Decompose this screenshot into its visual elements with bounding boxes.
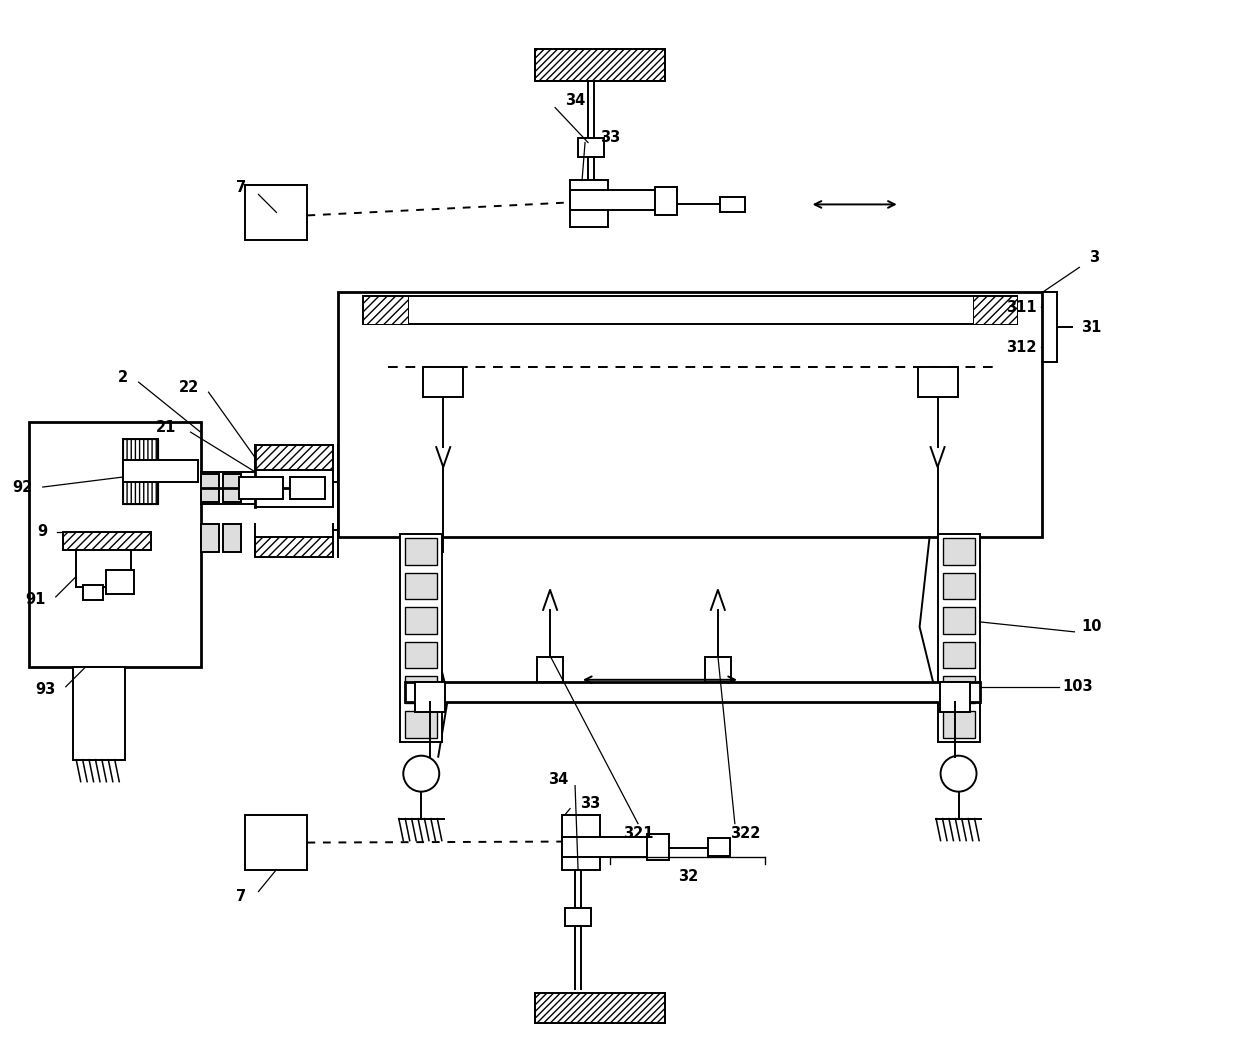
Bar — [201, 524, 218, 552]
Bar — [536, 993, 665, 1023]
Bar — [63, 532, 150, 550]
Bar — [290, 477, 325, 499]
Bar — [255, 445, 334, 470]
Bar — [246, 815, 308, 869]
Bar — [222, 524, 241, 552]
Bar — [405, 676, 438, 703]
Bar — [937, 534, 980, 742]
Text: 22: 22 — [179, 379, 198, 395]
Text: 3: 3 — [1089, 250, 1100, 265]
Text: 322: 322 — [729, 826, 760, 841]
Bar — [405, 607, 438, 634]
Text: 33: 33 — [580, 796, 600, 811]
Bar — [363, 296, 408, 324]
Bar — [339, 293, 1043, 537]
Bar — [708, 838, 730, 855]
Bar — [83, 585, 103, 600]
Bar — [238, 477, 284, 499]
Bar — [942, 538, 975, 565]
Bar — [405, 642, 438, 669]
Text: 7: 7 — [237, 889, 247, 904]
Bar — [942, 711, 975, 738]
Bar — [536, 49, 665, 80]
Text: 34: 34 — [565, 93, 585, 108]
Bar — [405, 538, 438, 565]
Text: 93: 93 — [36, 683, 56, 697]
Text: 32: 32 — [678, 869, 698, 884]
Bar — [423, 367, 464, 397]
Bar — [655, 188, 677, 216]
Bar — [942, 607, 975, 634]
Text: 7: 7 — [237, 180, 247, 195]
Bar — [565, 909, 591, 926]
Bar — [123, 439, 157, 504]
Bar — [255, 537, 334, 557]
Bar — [405, 711, 438, 738]
Bar — [720, 197, 745, 213]
Text: 103: 103 — [1063, 679, 1092, 694]
Bar — [401, 534, 443, 742]
Bar — [405, 681, 980, 701]
Bar — [570, 180, 608, 227]
Bar — [570, 191, 665, 210]
Bar — [415, 681, 445, 712]
Text: 2: 2 — [118, 370, 128, 384]
Bar — [940, 681, 970, 712]
Text: 21: 21 — [155, 420, 176, 435]
Bar — [918, 367, 957, 397]
Bar — [255, 537, 334, 557]
Text: 311: 311 — [1006, 300, 1037, 315]
Bar — [363, 296, 1018, 324]
Text: 31: 31 — [1081, 320, 1101, 334]
Bar — [63, 532, 150, 550]
Bar — [105, 570, 134, 594]
Bar — [29, 422, 201, 667]
Text: 34: 34 — [548, 772, 568, 787]
Bar — [201, 474, 218, 502]
Bar — [704, 656, 730, 681]
Bar — [123, 439, 157, 504]
Bar — [972, 296, 1018, 324]
Bar — [942, 573, 975, 599]
Bar — [246, 185, 308, 241]
Text: 312: 312 — [1006, 340, 1037, 354]
Text: 33: 33 — [600, 130, 620, 145]
Bar — [73, 667, 125, 760]
Bar — [76, 550, 130, 587]
Bar — [536, 993, 665, 1023]
Text: 91: 91 — [26, 593, 46, 607]
Bar — [222, 474, 241, 502]
Bar — [562, 815, 600, 869]
Text: 9: 9 — [37, 524, 48, 540]
Bar — [562, 837, 657, 857]
Bar — [647, 834, 668, 860]
Bar — [942, 642, 975, 669]
Bar — [255, 445, 334, 470]
Bar — [123, 461, 197, 482]
Bar — [578, 138, 604, 157]
Text: 321: 321 — [622, 826, 653, 841]
Text: 10: 10 — [1081, 619, 1101, 635]
Bar — [942, 676, 975, 703]
Bar — [536, 49, 665, 80]
Text: 92: 92 — [12, 479, 33, 495]
Bar — [405, 573, 438, 599]
Bar — [537, 656, 563, 681]
